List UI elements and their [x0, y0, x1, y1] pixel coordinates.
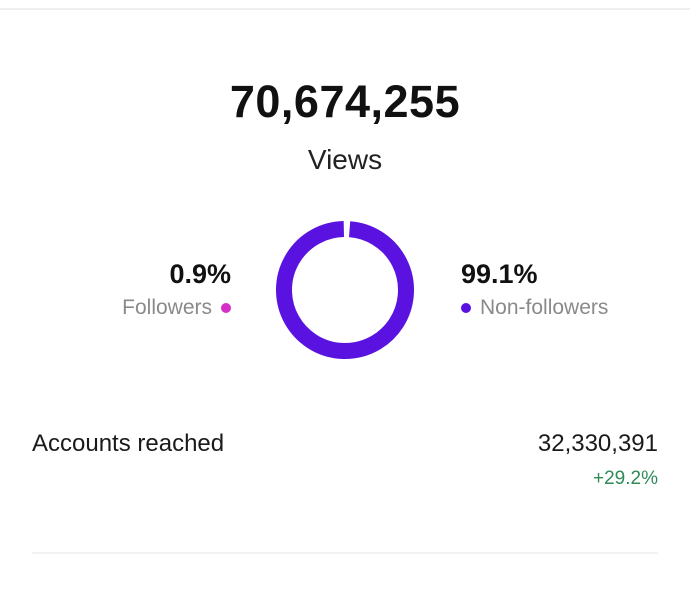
- accounts-reached-row[interactable]: Accounts reached 32,330,391 +29.2%: [32, 430, 658, 500]
- followers-legend: Followers: [122, 296, 231, 320]
- followers-legend-label: Followers: [122, 296, 212, 319]
- non-followers-percent: 99.1%: [461, 259, 538, 289]
- followers-dot-icon: [221, 303, 231, 313]
- views-total: 70,674,255: [229, 76, 461, 127]
- accounts-reached-label: Accounts reached: [32, 430, 225, 457]
- top-divider: [0, 8, 690, 10]
- non-followers-legend: Non-followers: [461, 296, 608, 320]
- accounts-reached-change: +29.2%: [593, 468, 658, 489]
- bottom-divider: [32, 552, 658, 554]
- followers-percent: 0.9%: [169, 259, 231, 289]
- non-followers-dot-icon: [461, 303, 471, 313]
- accounts-reached-value: 32,330,391: [537, 430, 658, 457]
- donut-svg: [276, 221, 414, 359]
- followers-stat: 0.9% Followers: [122, 256, 231, 320]
- views-label: Views: [307, 144, 383, 175]
- donut-slice-non-followers: [276, 221, 414, 359]
- non-followers-stat: 99.1% Non-followers: [461, 256, 608, 320]
- non-followers-legend-label: Non-followers: [480, 296, 609, 319]
- views-donut-chart: [274, 219, 416, 361]
